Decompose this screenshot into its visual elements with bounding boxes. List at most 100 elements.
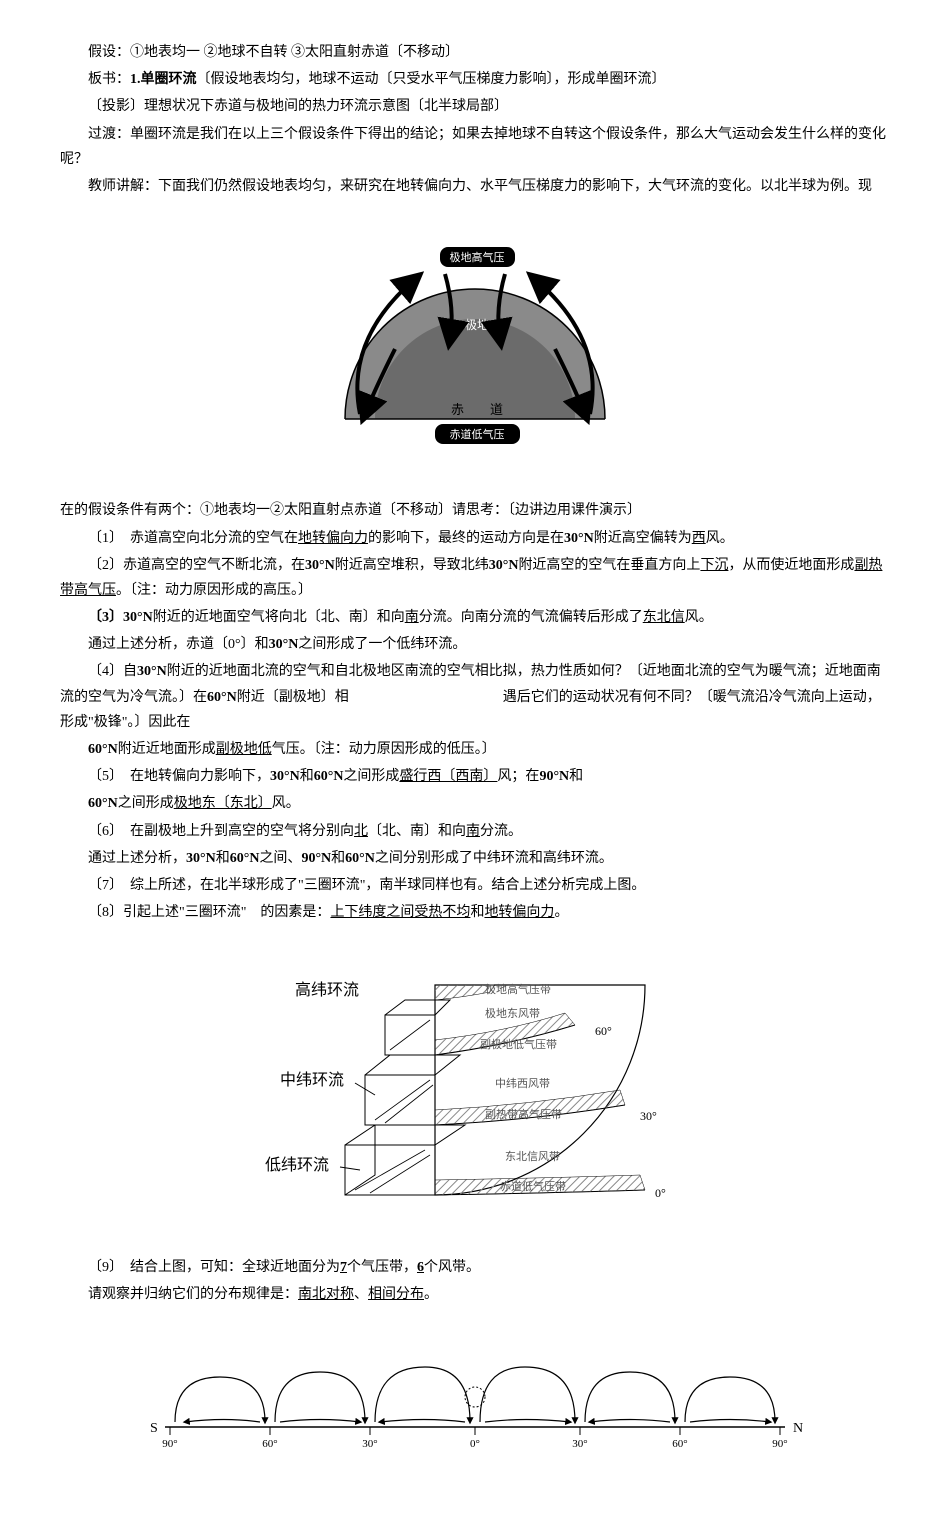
fig2-deg30: 30° — [640, 1109, 657, 1123]
s2-t4: 和 — [331, 851, 345, 866]
q1-u1: 地转偏向力 — [298, 531, 368, 546]
s2-b1: 30°N — [186, 851, 216, 866]
fig3-t1: 90° — [162, 1438, 177, 1450]
q1-b1: 30°N — [564, 531, 594, 546]
b1-t1: 请观察并归纳它们的分布规律是： — [88, 1287, 298, 1302]
q8-t2: 和 — [470, 905, 484, 920]
q6-u1: 北 — [354, 824, 368, 839]
q2-t4: ，从而使近地面形成 — [728, 558, 854, 573]
fig3-t3: 30° — [362, 1438, 377, 1450]
para-board-prefix: 板书： — [88, 72, 130, 87]
q3-t3: 风。 — [685, 610, 713, 625]
q4-b1: 30°N — [137, 664, 167, 679]
figure-2-three-cell: 高纬环流 中纬环流 低纬环流 极地高气压带 极地东风带 副极地低气压带 中纬西风… — [60, 945, 890, 1234]
q4b-b1: 60°N — [88, 742, 118, 757]
fig2-equator-low: 赤道低气压带 — [500, 1179, 566, 1193]
para-board-bold: 1.单圈环流 — [130, 72, 197, 87]
q3-u1: 南 — [405, 610, 419, 625]
q2-u1: 下沉 — [700, 558, 728, 573]
para-board: 板书：1.单圈环流〔假设地表均匀，地球不运动〔只受水平气压梯度力影响〕，形成单圈… — [60, 67, 890, 92]
q5b: 60°N之间形成极地东〔东北〕风。 — [60, 791, 890, 816]
q4-t1: 〔4〕自 — [88, 664, 137, 679]
fig3-t2: 60° — [262, 1438, 277, 1450]
q2-t3: 附近高空的空气在垂直方向上 — [518, 558, 700, 573]
q5b-u: 极地东〔东北〕 — [174, 796, 272, 811]
q5b-t1: 之间形成 — [118, 796, 174, 811]
q5-b1: 30°N — [270, 769, 300, 784]
fig2-high-circ: 高纬环流 — [295, 981, 359, 999]
para-projection: 〔投影〕理想状况下赤道与极地间的热力环流示意图〔北半球局部〕 — [60, 94, 890, 119]
figure-3-cross-section: S N 90° 60° 30° 0° 30° 60° 90° — [60, 1327, 890, 1466]
q8-t1: 〔8〕引起上述"三圈环流" 的因素是： — [88, 905, 330, 920]
q5-t1: 〔5〕 在地转偏向力影响下， — [88, 769, 270, 784]
fig2-deg0: 0° — [655, 1186, 666, 1200]
q5-t2: 和 — [300, 769, 314, 784]
q9-u1: 7 — [340, 1260, 347, 1275]
fig2-polar-high: 极地高气压带 — [485, 982, 551, 996]
b1-u2: 相间分布 — [368, 1287, 424, 1302]
q3-b1: 〔3〕30°N — [88, 610, 153, 625]
q9: 〔9〕 结合上图，可知：全球近地面分为7个气压带，6个风带。 — [60, 1255, 890, 1280]
fig2-low-circ: 低纬环流 — [265, 1156, 329, 1174]
fig2-deg60: 60° — [595, 1024, 612, 1038]
q4b-t1: 附近近地面形成 — [118, 742, 216, 757]
q2-b2: 30°N — [489, 558, 519, 573]
para-mid-1: 在的假设条件有两个：①地表均一②太阳直射点赤道〔不移动〕请思考：〔边讲边用课件演… — [60, 498, 890, 523]
q1-t4: 风。 — [706, 531, 734, 546]
q2-t2: 附近高空堆积，导致北纬 — [335, 558, 489, 573]
q8: 〔8〕引起上述"三圈环流" 的因素是：上下纬度之间受热不均和地转偏向力。 — [60, 900, 890, 925]
fig3-t6: 60° — [672, 1438, 687, 1450]
q2-b1: 30°N — [305, 558, 335, 573]
q9-t3: 个风带。 — [424, 1260, 480, 1275]
s1-b1: 30°N — [269, 637, 299, 652]
q4b: 60°N附近近地面形成副极地低气压。〔注：动力原因形成的低压。〕 — [60, 737, 890, 762]
s2-b4: 60°N — [345, 851, 375, 866]
s1-t2: 之间形成了一个低纬环流。 — [298, 637, 466, 652]
q5b-t2: 风。 — [272, 796, 300, 811]
s2-t2: 和 — [216, 851, 230, 866]
s2-t1: 通过上述分析， — [88, 851, 186, 866]
q6-t2: 〔北、南〕和向 — [368, 824, 466, 839]
q9-u2: 6 — [417, 1260, 424, 1275]
fig2-subtropical-high: 副热带高气压带 — [485, 1107, 562, 1121]
summary-1: 通过上述分析，赤道〔0°〕和30°N之间形成了一个低纬环流。 — [60, 632, 890, 657]
q5-t5: 和 — [569, 769, 583, 784]
q1-u2: 西 — [692, 531, 706, 546]
s2-t3: 之间、 — [259, 851, 301, 866]
q5-u1: 盛行西〔西南〕 — [399, 769, 497, 784]
figure-1-single-cell: 极地高气压 极地 赤 道 赤道低气压 — [60, 219, 890, 478]
fig3-t5: 30° — [572, 1438, 587, 1450]
q1: 〔1〕 赤道高空向北分流的空气在地转偏向力的影响下，最终的运动方向是在30°N附… — [60, 526, 890, 551]
q1-t2: 的影响下，最终的运动方向是在 — [368, 531, 564, 546]
para-transition: 过渡：单圈环流是我们在以上三个假设条件下得出的结论；如果去掉地球不自转这个假设条… — [60, 122, 890, 172]
fig1-equator-low-label: 赤道低气压 — [450, 427, 505, 441]
q5: 〔5〕 在地转偏向力影响下，30°N和60°N之间形成盛行西〔西南〕风；在90°… — [60, 764, 890, 789]
q2-t5: 。〔注：动力原因形成的高压。〕 — [116, 583, 312, 598]
fig2-westerlies: 中纬西风带 — [495, 1077, 550, 1090]
summary-2: 通过上述分析，30°N和60°N之间、90°N和60°N之间分别形成了中纬环流和… — [60, 846, 890, 871]
q9-t2: 个气压带， — [347, 1260, 417, 1275]
q5-t4: 风；在 — [497, 769, 539, 784]
b1-t3: 。 — [424, 1287, 438, 1302]
q5-t3: 之间形成 — [343, 769, 399, 784]
fig3-t4: 0° — [470, 1438, 480, 1450]
fig1-equator-label: 赤 道 — [451, 402, 503, 417]
q5b-b1: 60°N — [88, 796, 118, 811]
fig2-polar-east: 极地东风带 — [485, 1006, 540, 1020]
fig3-t7: 90° — [772, 1438, 787, 1450]
s2-b3: 90°N — [301, 851, 331, 866]
fig1-polar-label: 极地 — [465, 318, 489, 332]
fig2-mid-circ: 中纬环流 — [280, 1071, 344, 1089]
bottom-1: 请观察并归纳它们的分布规律是：南北对称、相间分布。 — [60, 1282, 890, 1307]
s2-t5: 之间分别形成了中纬环流和高纬环流。 — [375, 851, 613, 866]
fig2-subpolar-low: 副极地低气压带 — [480, 1037, 557, 1051]
q9-t1: 〔9〕 结合上图，可知：全球近地面分为 — [88, 1260, 340, 1275]
fig2-trade-winds: 东北信风带 — [505, 1150, 560, 1163]
q2-t1: 〔2〕赤道高空的空气不断北流，在 — [88, 558, 305, 573]
q1-t1: 〔1〕 赤道高空向北分流的空气在 — [88, 531, 298, 546]
q8-u1: 上下纬度之间受热不均 — [330, 905, 470, 920]
para-board-rest: 〔假设地表均匀，地球不运动〔只受水平气压梯度力影响〕，形成单圈环流〕 — [197, 72, 666, 87]
b1-u1: 南北对称 — [298, 1287, 354, 1302]
s1-t1: 通过上述分析，赤道〔0°〕和 — [88, 637, 269, 652]
para-assumption: 假设：①地表均一 ②地球不自转 ③太阳直射赤道〔不移动〕 — [60, 40, 890, 65]
